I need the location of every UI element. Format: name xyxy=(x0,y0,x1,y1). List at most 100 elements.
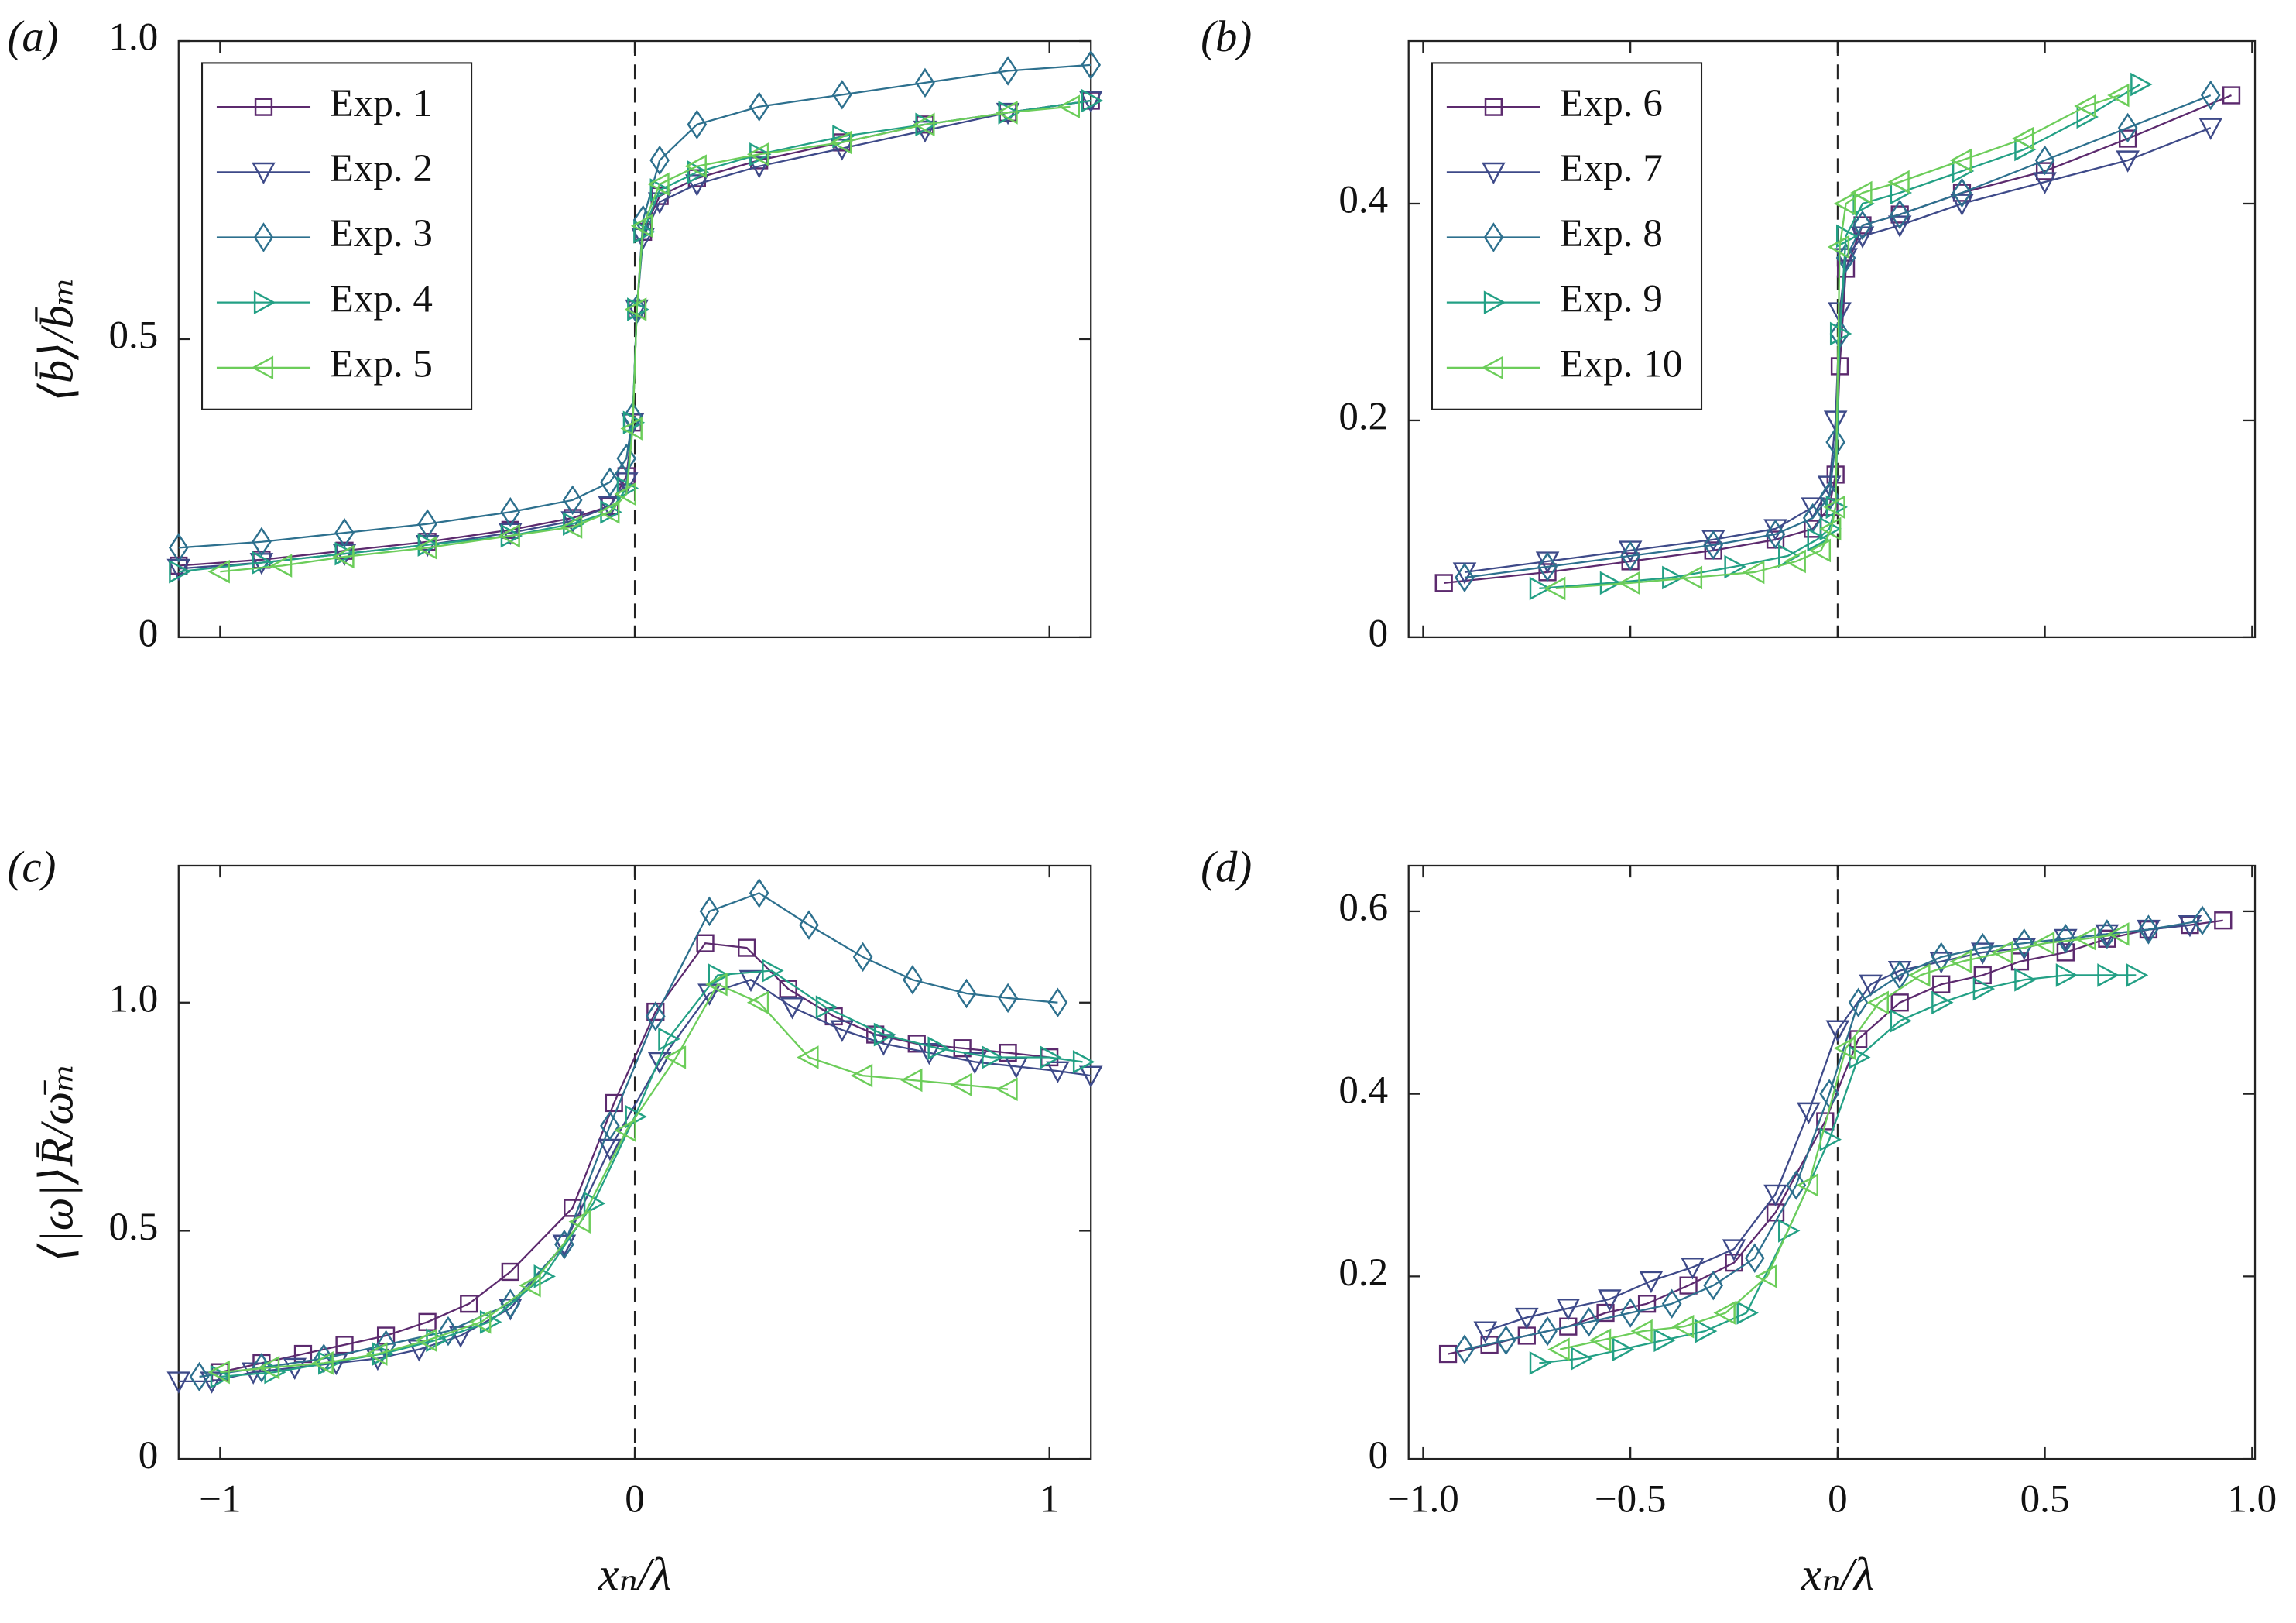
marker xyxy=(1859,974,1883,997)
marker xyxy=(1828,302,1852,324)
marker xyxy=(850,1063,873,1088)
marker xyxy=(797,1045,819,1069)
marker xyxy=(2107,83,2130,108)
marker xyxy=(746,142,769,166)
marker xyxy=(1081,88,1104,113)
marker xyxy=(705,972,728,997)
marker xyxy=(269,554,293,578)
marker xyxy=(830,1020,855,1042)
marker xyxy=(873,1022,896,1047)
legend-label: Exp. 4 xyxy=(330,276,433,321)
marker xyxy=(2116,150,2140,173)
marker xyxy=(2198,118,2223,140)
marker xyxy=(324,1353,348,1376)
x-tick-label: −1 xyxy=(199,1477,241,1522)
marker xyxy=(1455,1334,1475,1364)
marker xyxy=(252,162,276,185)
marker xyxy=(1807,527,1829,552)
y-tick-label: 0 xyxy=(1369,612,1389,656)
legend-label: Exp. 1 xyxy=(330,81,433,125)
y-tick-label: 0.5 xyxy=(108,1205,158,1249)
marker xyxy=(1514,1307,1539,1330)
marker xyxy=(1852,210,1873,241)
marker xyxy=(1612,1337,1635,1361)
marker xyxy=(600,467,620,497)
marker xyxy=(253,222,274,252)
marker xyxy=(2011,126,2034,151)
marker xyxy=(829,130,852,155)
series-line xyxy=(1555,94,2120,590)
marker xyxy=(562,485,583,516)
marker xyxy=(600,1110,620,1141)
marker xyxy=(1736,1301,1759,1325)
marker xyxy=(2056,943,2075,962)
marker xyxy=(2200,80,2221,111)
marker xyxy=(417,533,440,557)
marker xyxy=(1765,519,1786,550)
marker xyxy=(762,959,784,983)
marker xyxy=(2097,963,2120,987)
marker xyxy=(2130,72,2153,97)
marker xyxy=(1833,191,1856,216)
marker xyxy=(500,496,521,527)
marker xyxy=(1829,321,1852,346)
marker xyxy=(169,559,191,584)
marker xyxy=(1482,162,1506,185)
marker xyxy=(780,997,804,1020)
marker xyxy=(415,1328,437,1353)
marker xyxy=(649,178,672,202)
x-tick-label: 0 xyxy=(1828,1477,1848,1522)
marker xyxy=(1778,1219,1801,1243)
marker xyxy=(649,145,670,176)
marker xyxy=(645,1001,666,1031)
marker xyxy=(1599,571,1623,595)
x-axis-label: xₙ/λ xyxy=(598,1549,671,1601)
series-line xyxy=(220,983,1009,1374)
marker xyxy=(365,1342,388,1366)
marker xyxy=(956,978,977,1009)
y-tick-label: 0.2 xyxy=(1338,1251,1388,1295)
marker xyxy=(1484,98,1503,116)
marker xyxy=(2013,928,2034,959)
marker xyxy=(335,1336,354,1354)
marker xyxy=(996,101,1018,125)
marker xyxy=(1679,1276,1698,1295)
marker xyxy=(1784,549,1806,574)
marker xyxy=(1481,355,1503,380)
marker xyxy=(1931,990,1954,1015)
marker xyxy=(1072,1050,1095,1074)
panel: 0 0.5 1.0 −1 0 1 (c) ⟨|ω|⟩R̄/ω̄ₘ xₙ/λ xyxy=(7,843,1103,1601)
marker xyxy=(1620,540,1640,571)
marker xyxy=(1703,1270,1724,1301)
marker xyxy=(1681,1257,1705,1280)
marker xyxy=(2074,94,2096,118)
marker xyxy=(749,91,769,122)
marker xyxy=(852,942,873,973)
legend-label: Exp. 5 xyxy=(330,342,433,386)
marker xyxy=(417,509,437,539)
panel-label: (b) xyxy=(1201,12,1252,61)
marker xyxy=(1887,170,1910,194)
marker xyxy=(737,938,756,957)
legend-label: Exp. 3 xyxy=(330,211,433,256)
marker xyxy=(830,139,855,161)
marker xyxy=(1596,1303,1615,1323)
marker xyxy=(257,1355,280,1380)
marker xyxy=(658,1027,680,1052)
marker xyxy=(568,1210,591,1234)
x-tick-label: 0.5 xyxy=(2020,1477,2070,1522)
marker xyxy=(699,896,720,927)
marker xyxy=(1887,215,1912,238)
marker xyxy=(927,1036,950,1061)
marker xyxy=(1578,1307,1599,1337)
marker xyxy=(2074,926,2096,951)
marker xyxy=(460,1295,478,1313)
marker xyxy=(1571,1347,1593,1371)
marker xyxy=(614,482,636,506)
marker xyxy=(563,512,585,536)
series-line xyxy=(1448,919,2223,1355)
y-tick-label: 0.6 xyxy=(1338,886,1388,930)
marker xyxy=(738,969,763,993)
marker xyxy=(498,523,520,548)
